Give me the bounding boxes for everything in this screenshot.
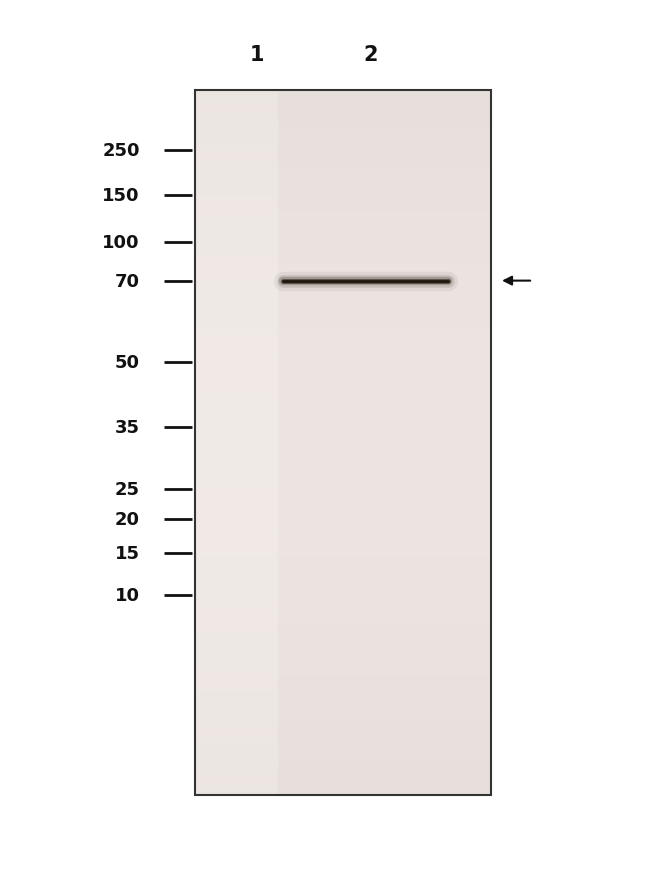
Text: 1: 1	[250, 45, 264, 65]
Text: 15: 15	[115, 544, 140, 562]
Text: 10: 10	[115, 587, 140, 604]
Text: 25: 25	[115, 480, 140, 498]
Text: 35: 35	[115, 419, 140, 437]
Text: 20: 20	[115, 510, 140, 528]
Text: 150: 150	[102, 187, 140, 204]
Text: 50: 50	[115, 354, 140, 371]
Bar	[195, 91, 491, 795]
Text: 2: 2	[363, 45, 378, 65]
Text: 70: 70	[115, 272, 140, 290]
Text: 100: 100	[102, 234, 140, 251]
Text: 250: 250	[102, 143, 140, 160]
